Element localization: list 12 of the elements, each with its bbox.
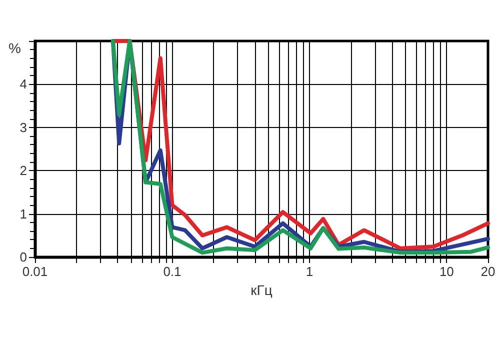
y-tick-label: 2 bbox=[20, 163, 27, 178]
x-tick-label: 20 bbox=[480, 264, 496, 279]
x-tick-label: 10 bbox=[439, 264, 454, 279]
y-tick-label: 0 bbox=[20, 250, 27, 264]
y-axis-title: % bbox=[8, 40, 21, 56]
y-tick-label: 3 bbox=[20, 120, 27, 135]
x-axis-title: кГц bbox=[250, 282, 272, 298]
x-tick-label: 0.01 bbox=[22, 264, 48, 279]
y-tick-label: 4 bbox=[20, 76, 27, 92]
x-tick-label: 1 bbox=[306, 264, 314, 279]
x-tick-label: 0.1 bbox=[163, 264, 182, 279]
y-tick-label: 1 bbox=[20, 206, 27, 222]
